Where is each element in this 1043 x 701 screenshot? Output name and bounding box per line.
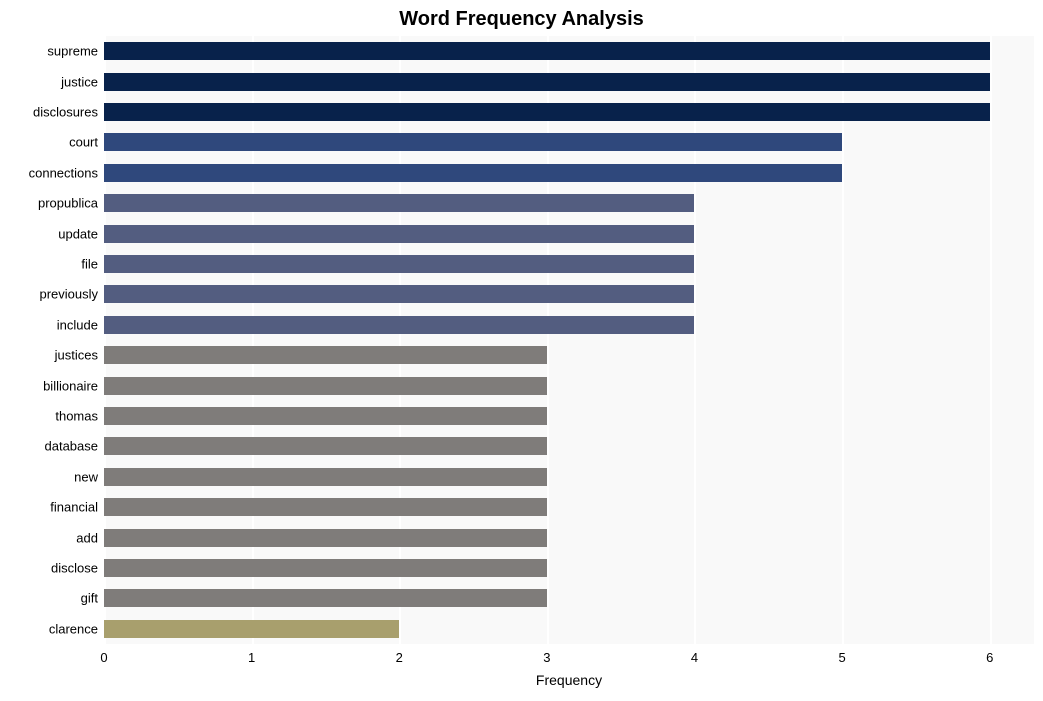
bar [104, 377, 547, 395]
y-tick-label: new [74, 469, 98, 484]
y-tick-label: include [57, 317, 98, 332]
y-tick-label: billionaire [43, 378, 98, 393]
bar [104, 437, 547, 455]
gridline [842, 36, 844, 644]
x-tick-label: 3 [543, 650, 550, 665]
gridline [104, 36, 106, 644]
gridline [399, 36, 401, 644]
bar [104, 468, 547, 486]
bar [104, 103, 990, 121]
y-tick-label: supreme [47, 44, 98, 59]
x-tick-label: 2 [396, 650, 403, 665]
bar [104, 164, 842, 182]
y-tick-label: propublica [38, 196, 98, 211]
gridline [990, 36, 992, 644]
bar [104, 194, 694, 212]
y-tick-label: thomas [55, 409, 98, 424]
x-tick-label: 0 [100, 650, 107, 665]
y-tick-label: database [45, 439, 99, 454]
bar [104, 316, 694, 334]
bar [104, 620, 399, 638]
y-tick-label: update [58, 226, 98, 241]
bar [104, 559, 547, 577]
y-tick-label: add [76, 530, 98, 545]
y-tick-label: court [69, 135, 98, 150]
bar [104, 42, 990, 60]
y-tick-label: financial [50, 500, 98, 515]
bar [104, 73, 990, 91]
bar [104, 133, 842, 151]
x-tick-label: 1 [248, 650, 255, 665]
x-axis-label: Frequency [536, 672, 602, 688]
y-tick-label: connections [29, 165, 98, 180]
y-tick-label: justices [55, 348, 98, 363]
y-tick-label: gift [81, 591, 98, 606]
bar [104, 346, 547, 364]
y-tick-label: justice [61, 74, 98, 89]
bar [104, 407, 547, 425]
y-tick-label: file [81, 257, 98, 272]
x-tick-label: 5 [838, 650, 845, 665]
bar [104, 225, 694, 243]
bar [104, 255, 694, 273]
y-tick-label: clarence [49, 621, 98, 636]
word-frequency-chart: Word Frequency Analysis 0123456supremeju… [0, 0, 1043, 701]
plot-area: 0123456supremejusticedisclosurescourtcon… [104, 36, 1034, 644]
gridline [694, 36, 696, 644]
x-tick-label: 4 [691, 650, 698, 665]
bar [104, 285, 694, 303]
chart-title: Word Frequency Analysis [0, 8, 1043, 37]
bar [104, 529, 547, 547]
gridline [547, 36, 549, 644]
bar [104, 498, 547, 516]
y-tick-label: previously [39, 287, 98, 302]
y-tick-label: disclose [51, 561, 98, 576]
bar [104, 589, 547, 607]
gridline [252, 36, 254, 644]
x-tick-label: 6 [986, 650, 993, 665]
y-tick-label: disclosures [33, 105, 98, 120]
